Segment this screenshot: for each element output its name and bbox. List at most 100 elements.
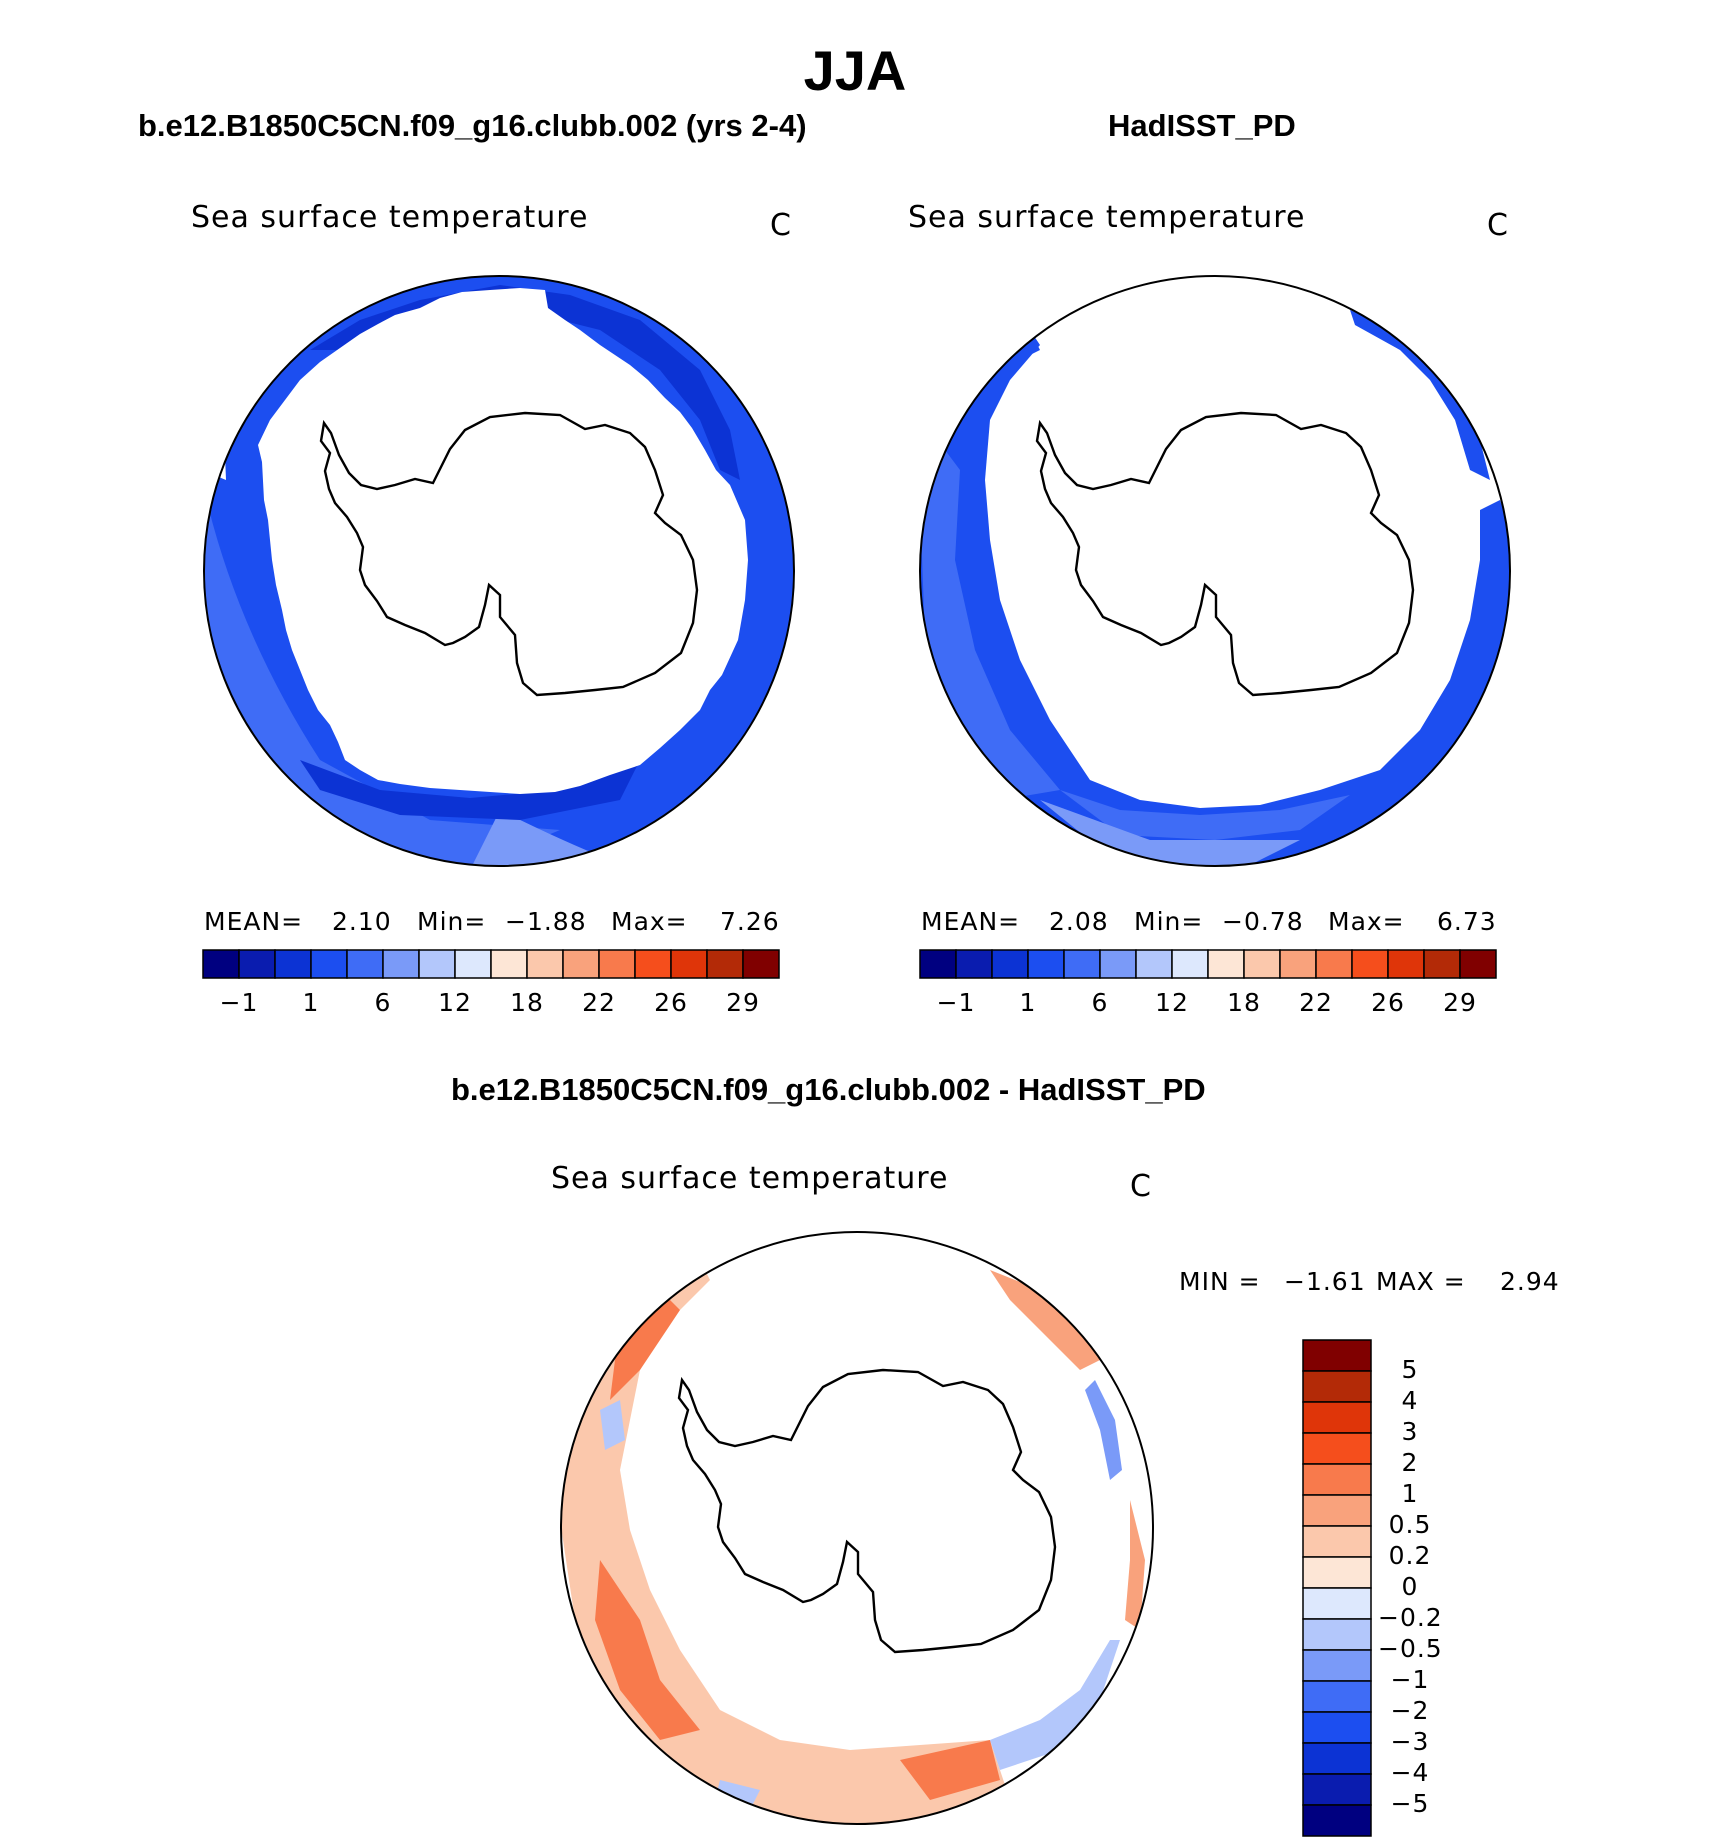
obs-sst-northeast (1350, 310, 1490, 480)
obs-colorbar-box (1243, 949, 1281, 979)
model-colorbar-tick-label: 1 (302, 988, 320, 1017)
diff-field (561, 1232, 1153, 1824)
model-colorbar-tick-label: 12 (438, 988, 472, 1017)
model-colorbar-box (742, 949, 780, 979)
obs-colorbar-tick-label: 29 (1443, 988, 1477, 1017)
obs-min-value: −0.78 (1222, 907, 1304, 936)
model-colorbar-box (670, 949, 708, 979)
model-colorbar-box (706, 949, 744, 979)
model-units: C (770, 208, 792, 243)
obs-colorbar-box (955, 949, 993, 979)
model-colorbar-box (238, 949, 276, 979)
diff-colorbar-box (1302, 1711, 1372, 1744)
diff-variable-title: Sea surface temperature (551, 1161, 949, 1196)
diff-colorbar-tick-label: −1 (1390, 1665, 1430, 1694)
model-cold-ring-south (300, 760, 640, 820)
model-map (203, 275, 795, 867)
diff-colorbar-tick-label: 0 (1401, 1572, 1419, 1601)
model-min-label: Min= (417, 907, 487, 936)
obs-max-value: 6.73 (1437, 907, 1497, 936)
obs-colorbar-box (1027, 949, 1065, 979)
diff-colorbar-box (1302, 1742, 1372, 1775)
diff-colorbar-tick-label: −3 (1390, 1727, 1430, 1756)
diff-colorbar-box (1302, 1804, 1372, 1837)
model-colorbar-box (598, 949, 636, 979)
model-colorbar-box (526, 949, 564, 979)
model-colorbar-tick-label: 29 (726, 988, 760, 1017)
model-colorbar-box (562, 949, 600, 979)
diff-strong-positive-west (595, 1560, 700, 1740)
diff-colorbar (1302, 1339, 1372, 1837)
diff-colorbar-tick-label: −0.2 (1378, 1603, 1443, 1632)
model-colorbar-box (490, 949, 528, 979)
obs-colorbar-tick-label: 1 (1019, 988, 1037, 1017)
model-colorbar-tick-label: −1 (219, 988, 259, 1017)
diff-colorbar-tick-label: 4 (1401, 1386, 1419, 1415)
obs-ocean-field (920, 276, 1510, 866)
diff-negative-east (1085, 1380, 1122, 1480)
diff-case-title: b.e12.B1850C5CN.f09_g16.clubb.002 - HadI… (451, 1072, 1206, 1107)
diff-colorbar-tick-label: 2 (1401, 1448, 1419, 1477)
diff-colorbar-box (1302, 1432, 1372, 1465)
diff-colorbar-box (1302, 1556, 1372, 1589)
diff-negative-patch-west (600, 1400, 625, 1450)
model-colorbar-tick-label: 22 (582, 988, 616, 1017)
diff-colorbar-tick-label: −5 (1390, 1789, 1430, 1818)
model-colorbar-box (382, 949, 420, 979)
model-max-value: 7.26 (720, 907, 780, 936)
diff-positive-northeast (990, 1270, 1100, 1370)
obs-colorbar-box (1171, 949, 1209, 979)
obs-map (919, 275, 1511, 867)
diff-colorbar-tick-label: −0.5 (1378, 1634, 1443, 1663)
obs-colorbar-tick-label: 26 (1371, 988, 1405, 1017)
obs-colorbar-tick-label: 6 (1091, 988, 1109, 1017)
obs-colorbar-tick-label: 22 (1299, 988, 1333, 1017)
diff-min-value: −1.61 (1284, 1267, 1366, 1296)
diff-map (560, 1231, 1154, 1825)
diff-colorbar-box (1302, 1618, 1372, 1651)
obs-units: C (1487, 208, 1509, 243)
obs-colorbar-box (919, 949, 957, 979)
obs-colorbar-box (991, 949, 1029, 979)
obs-map-border (919, 275, 1511, 867)
model-cold-ring-north (310, 285, 740, 480)
obs-colorbar-box (1279, 949, 1317, 979)
diff-colorbar-box (1302, 1525, 1372, 1558)
obs-colorbar-box (1207, 949, 1245, 979)
diff-negative-southeast (990, 1640, 1120, 1770)
model-colorbar-tick-label: 26 (654, 988, 688, 1017)
model-colorbar-box (274, 949, 312, 979)
diff-positive-region (561, 1260, 1010, 1824)
diff-colorbar-box (1302, 1494, 1372, 1527)
obs-max-label: Max= (1328, 907, 1405, 936)
diff-colorbar-box (1302, 1463, 1372, 1496)
diff-colorbar-box (1302, 1680, 1372, 1713)
model-warm-patch (470, 810, 610, 866)
diff-colorbar-box (1302, 1401, 1372, 1434)
diff-colorbar-tick-label: 3 (1401, 1417, 1419, 1446)
obs-colorbar-tick-label: 18 (1227, 988, 1261, 1017)
diff-colorbar-box (1302, 1649, 1372, 1682)
model-colorbar-box (634, 949, 672, 979)
diff-colorbar-box (1302, 1370, 1372, 1403)
diff-colorbar-tick-label: 0.5 (1388, 1510, 1432, 1539)
model-min-value: −1.88 (505, 907, 587, 936)
model-map-border (203, 275, 795, 867)
diff-min-label: MIN = (1179, 1267, 1261, 1296)
diff-positive-east (1125, 1500, 1145, 1630)
obs-colorbar-box (1099, 949, 1137, 979)
obs-mean-value: 2.08 (1049, 907, 1109, 936)
diff-map-border (560, 1231, 1154, 1825)
obs-colorbar-tick-label: −1 (936, 988, 976, 1017)
model-colorbar-box (310, 949, 348, 979)
model-colorbar-box (418, 949, 456, 979)
diff-colorbar-tick-label: −4 (1390, 1758, 1430, 1787)
diff-colorbar-tick-label: 0.2 (1388, 1541, 1432, 1570)
diff-colorbar-tick-label: 1 (1401, 1479, 1419, 1508)
model-case-title: b.e12.B1850C5CN.f09_g16.clubb.002 (yrs 2… (138, 108, 807, 143)
obs-mean-label: MEAN= (921, 907, 1021, 936)
diff-max-value: 2.94 (1500, 1267, 1560, 1296)
model-colorbar-box (346, 949, 384, 979)
obs-colorbar-box (1063, 949, 1101, 979)
